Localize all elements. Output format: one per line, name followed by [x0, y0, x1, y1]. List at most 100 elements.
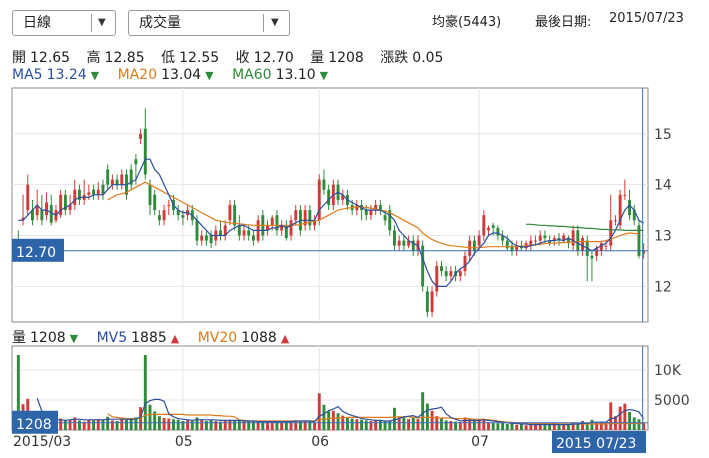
- volume-bar: [96, 419, 100, 430]
- x-tick-label: 05: [175, 434, 193, 450]
- candle-body: [78, 189, 81, 200]
- volume-bar: [491, 422, 495, 430]
- volume-bar: [501, 422, 505, 430]
- volume-bar: [369, 421, 373, 430]
- period-select[interactable]: 日線 ▼: [12, 10, 116, 36]
- candle-body: [440, 266, 443, 272]
- volume-bar: [604, 422, 608, 430]
- candle-body: [571, 230, 575, 246]
- volume-bar: [360, 419, 364, 430]
- volume-bar: [247, 421, 251, 430]
- candle-body: [425, 291, 429, 312]
- volume-bar: [82, 421, 86, 430]
- volume-bar: [162, 418, 166, 430]
- volume-bar: [233, 420, 237, 430]
- candle-body: [322, 179, 326, 190]
- candle-body: [181, 215, 185, 218]
- candle-body: [49, 205, 53, 223]
- vol-value: 1208: [30, 330, 66, 346]
- ma60-label: MA60: [232, 67, 272, 83]
- volume-bar: [63, 421, 67, 430]
- high-value: 12.85: [104, 50, 145, 66]
- volume-bar: [609, 402, 613, 430]
- candle-body: [435, 266, 439, 292]
- current-volume-label-box: [12, 410, 58, 434]
- volume-bar: [628, 412, 632, 430]
- candle-body: [562, 235, 566, 241]
- volume-bar: [129, 419, 133, 430]
- volume-bar: [411, 418, 415, 430]
- x-tick-label: 06: [311, 434, 329, 450]
- last-date-value: 2015/07/23: [609, 11, 684, 26]
- candle-body: [628, 199, 632, 216]
- volume-bar: [524, 425, 528, 430]
- volume-bar: [16, 355, 20, 430]
- candle-body: [251, 235, 255, 241]
- chevron-down-icon[interactable]: ▼: [271, 17, 279, 28]
- price-tick-label: 13: [654, 229, 672, 245]
- select-divider: [263, 14, 264, 32]
- volume-bar: [125, 419, 128, 430]
- indicator-select[interactable]: 成交量 ▼: [128, 10, 290, 36]
- candle-body: [30, 210, 34, 221]
- candle-body: [623, 194, 627, 196]
- close-value: 12.70: [253, 50, 294, 66]
- candle-body: [223, 225, 227, 236]
- triangle-down-icon: ▼: [90, 69, 100, 82]
- candle-body: [148, 184, 152, 205]
- volume-bar: [204, 421, 208, 430]
- volume-bar: [350, 418, 354, 430]
- volume-bar: [482, 420, 486, 430]
- volume-bar: [106, 416, 110, 430]
- candle-body: [96, 189, 100, 195]
- change-label: 漲跌: [380, 50, 409, 66]
- mv20-value: 1088: [241, 330, 277, 346]
- candle-body: [195, 220, 199, 241]
- volume-grid: [12, 346, 648, 430]
- candle-body: [284, 225, 288, 239]
- close-label: 收: [235, 50, 250, 66]
- candle-body: [157, 215, 161, 221]
- candle-body: [143, 128, 147, 175]
- volume-bar: [548, 424, 552, 430]
- candle-body: [40, 210, 44, 221]
- candle-body: [515, 245, 519, 251]
- volume-bar: [237, 421, 241, 430]
- volume-bar: [251, 421, 255, 430]
- volume-bar: [576, 423, 580, 430]
- candle-body: [613, 220, 617, 222]
- volume-bar: [256, 422, 260, 430]
- volume-bar: [468, 419, 472, 430]
- stock-name: 均豪(5443): [432, 15, 502, 30]
- axis-labels: 12 13 14 15 5000 10K 2015/03 05 06 07: [13, 127, 690, 450]
- candle-body: [134, 159, 138, 165]
- candle-body: [59, 194, 63, 216]
- quote-row: 開 12.65 高 12.85 低 12.55 收 12.70 量 1208 漲跌 0.05: [12, 47, 447, 67]
- candle-body: [294, 210, 298, 221]
- candle-body: [275, 215, 279, 231]
- chevron-down-icon[interactable]: ▼: [98, 17, 106, 28]
- candle-body: [576, 230, 580, 251]
- candle-body: [233, 205, 237, 226]
- volume-bar: [270, 421, 274, 430]
- moving-average-lines: [18, 158, 644, 287]
- candle-body: [45, 202, 49, 216]
- volume-bar: [134, 417, 138, 430]
- volume-bar: [345, 417, 349, 430]
- candle-body: [407, 240, 411, 246]
- candle-body: [35, 205, 39, 216]
- volume-bar: [266, 421, 269, 430]
- volume-bar: [402, 417, 406, 430]
- volume-bar: [458, 422, 462, 430]
- last-date-label: 最後日期:: [535, 15, 592, 30]
- candle-body: [411, 240, 415, 251]
- volume-value: 1208: [328, 50, 364, 66]
- volume-bar: [364, 420, 368, 430]
- volume-bar: [374, 420, 378, 430]
- volume-bar: [397, 416, 401, 430]
- volume-bar: [454, 421, 458, 430]
- current-price-label: 12.70: [16, 245, 56, 261]
- candle-body: [73, 189, 77, 205]
- candle-body: [444, 271, 448, 277]
